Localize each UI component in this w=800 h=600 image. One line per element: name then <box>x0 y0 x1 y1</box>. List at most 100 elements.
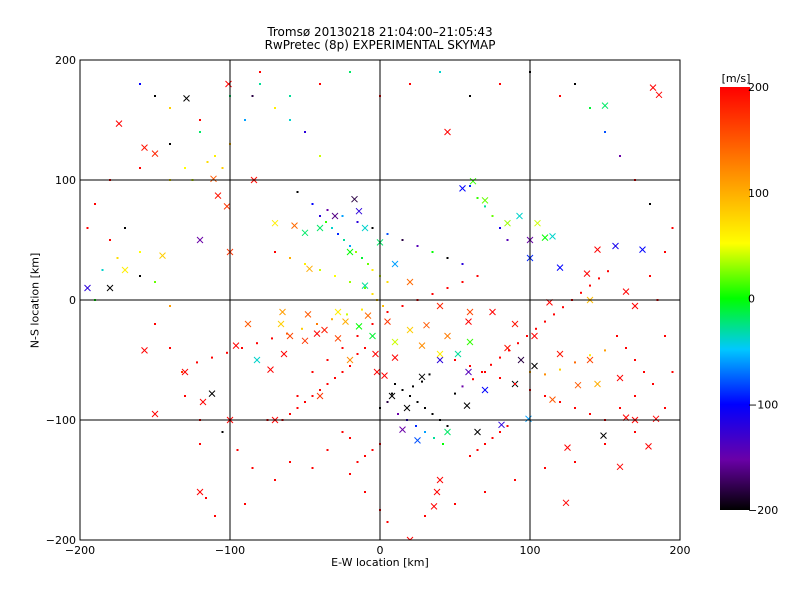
data-point-x <box>399 426 406 433</box>
data-point-x <box>481 197 489 204</box>
data-point-dot <box>211 356 213 359</box>
data-point-dot <box>259 83 261 85</box>
data-point-dot <box>274 251 276 253</box>
data-point-dot <box>491 215 494 217</box>
data-point-dot <box>371 323 374 325</box>
data-point-x <box>549 233 556 240</box>
data-point-x <box>436 476 444 484</box>
data-point-x <box>616 463 624 471</box>
data-point-dot <box>199 131 201 133</box>
data-point-dot <box>409 83 411 85</box>
data-point-dot <box>604 131 606 133</box>
data-point-dot <box>169 347 171 349</box>
data-point-x <box>454 350 462 358</box>
y-tick-label: 200 <box>55 54 76 67</box>
data-point-dot <box>619 407 621 409</box>
data-point-x <box>342 318 349 325</box>
data-point-dot <box>469 185 471 187</box>
data-point-x <box>616 374 624 382</box>
data-point-dot <box>289 95 291 97</box>
data-point-dot <box>559 401 561 403</box>
data-point-x <box>465 318 472 325</box>
data-point-x <box>346 248 354 256</box>
data-point-x <box>280 350 288 358</box>
data-point-x <box>121 266 129 274</box>
data-point-x <box>199 398 207 406</box>
data-point-x <box>564 444 571 451</box>
data-point-x <box>106 284 114 292</box>
data-point-dot <box>553 313 555 316</box>
data-point-x <box>267 366 274 373</box>
scatter-points <box>84 71 674 540</box>
data-point-dot <box>221 431 224 433</box>
data-point-dot <box>574 361 576 364</box>
data-point-x <box>498 421 505 429</box>
data-point-dot <box>139 251 141 253</box>
data-point-x <box>271 219 279 227</box>
data-point-dot <box>544 320 546 323</box>
data-point-dot <box>382 305 384 307</box>
data-point-dot <box>271 337 273 340</box>
data-point-dot <box>241 347 243 349</box>
data-point-dot <box>490 363 492 366</box>
colorbar-tick-label: 200 <box>748 81 769 94</box>
data-point-x <box>301 229 309 237</box>
data-point-dot <box>401 305 404 307</box>
data-point-dot <box>649 275 651 277</box>
data-point-dot <box>484 443 486 445</box>
data-point-dot <box>484 205 486 208</box>
data-point-x <box>631 302 639 310</box>
data-point-dot <box>139 83 141 85</box>
data-point-x <box>433 488 441 496</box>
data-point-dot <box>331 227 333 229</box>
data-point-dot <box>431 251 434 253</box>
data-point-x <box>594 380 601 388</box>
data-point-dot <box>469 95 471 97</box>
data-point-dot <box>349 245 351 247</box>
data-point-x <box>225 80 232 88</box>
data-point-dot <box>154 95 156 97</box>
data-point-dot <box>508 349 510 352</box>
data-point-x <box>586 356 594 364</box>
data-point-dot <box>304 131 306 133</box>
data-point-dot <box>604 349 606 352</box>
data-point-dot <box>343 239 345 241</box>
x-tick-label: 0 <box>377 544 384 557</box>
data-point-dot <box>499 431 501 433</box>
data-point-x <box>361 224 369 232</box>
colorbar-label: [m/s] <box>721 72 751 85</box>
data-point-dot <box>634 359 636 361</box>
data-point-x <box>406 326 414 334</box>
data-point-dot <box>154 323 156 325</box>
data-point-dot <box>349 281 351 283</box>
data-point-x <box>291 222 298 229</box>
data-point-dot <box>391 392 393 395</box>
data-point-x <box>444 428 451 436</box>
data-point-dot <box>589 284 591 287</box>
data-point-dot <box>94 203 96 205</box>
data-point-x <box>279 308 286 316</box>
data-point-dot <box>386 281 389 283</box>
data-point-dot <box>337 233 339 235</box>
data-point-x <box>418 373 426 381</box>
data-point-x <box>183 95 190 102</box>
data-point-dot <box>296 191 299 193</box>
x-tick-label: −200 <box>65 544 95 557</box>
data-point-dot <box>394 383 396 385</box>
data-point-dot <box>355 251 357 253</box>
data-point-dot <box>559 95 561 97</box>
data-point-x <box>436 302 444 310</box>
data-point-dot <box>469 365 471 367</box>
data-point-dot <box>259 71 261 73</box>
data-point-dot <box>326 383 329 385</box>
data-point-dot <box>652 383 654 385</box>
data-point-dot <box>341 371 344 373</box>
data-point-dot <box>214 155 216 157</box>
data-point-x <box>459 185 466 192</box>
data-point-dot <box>244 503 246 505</box>
y-tick-label: −100 <box>46 414 76 427</box>
data-point-x <box>534 219 541 227</box>
data-point-dot <box>574 461 576 463</box>
data-point-dot <box>454 359 456 361</box>
data-point-dot <box>491 437 494 439</box>
